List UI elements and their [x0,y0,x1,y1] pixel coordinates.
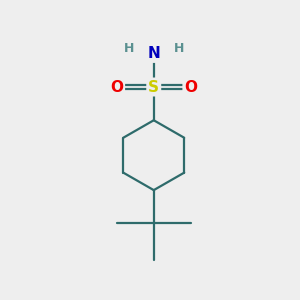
Text: S: S [148,80,159,94]
Text: O: O [184,80,197,94]
Text: H: H [174,42,184,55]
Text: N: N [147,46,160,61]
Text: H: H [124,42,134,55]
Text: O: O [110,80,123,94]
